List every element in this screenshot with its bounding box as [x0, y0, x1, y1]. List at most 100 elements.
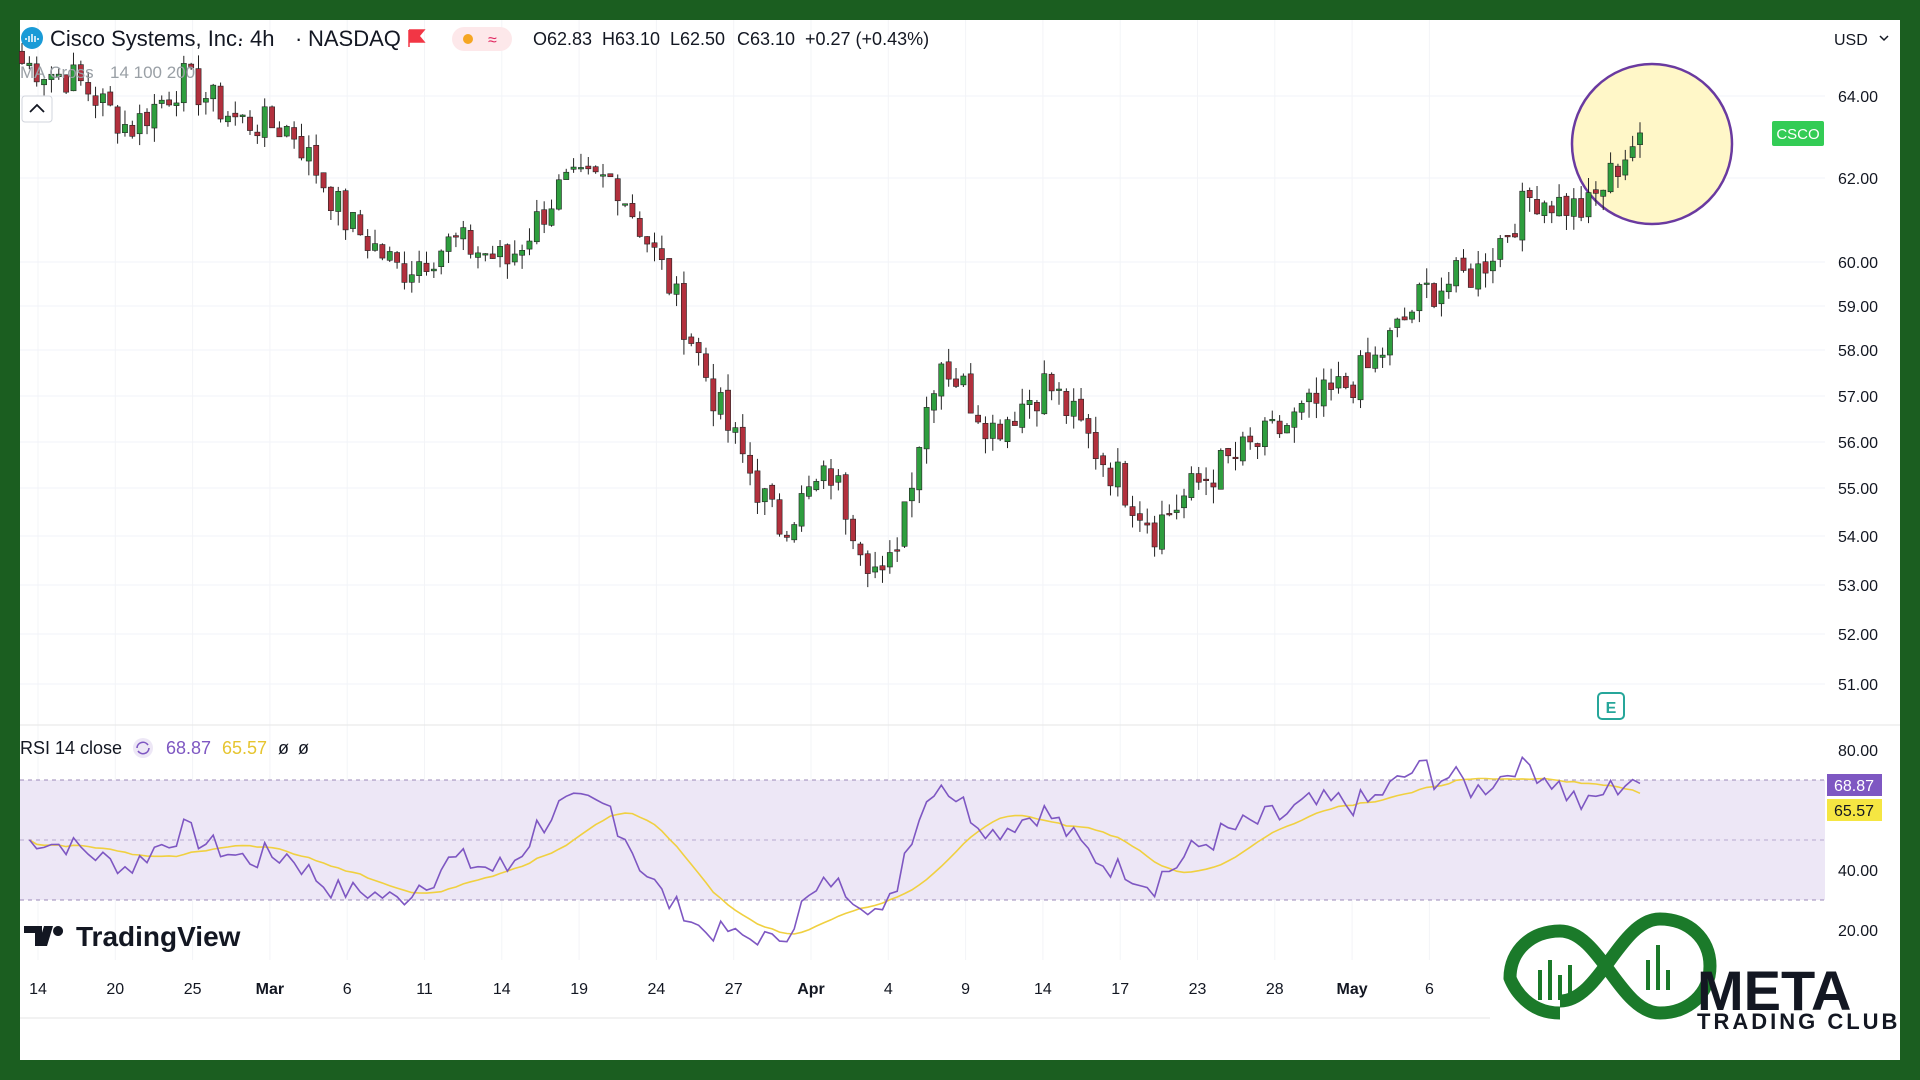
- candle-body: [173, 102, 180, 106]
- time-tick-label: 14: [493, 981, 511, 998]
- candle-body: [1482, 261, 1489, 274]
- price-tick-label: 51.00: [1838, 677, 1878, 694]
- candle-body: [283, 126, 290, 137]
- candle-body: [394, 252, 400, 263]
- ohlc-close: C63.10: [737, 29, 795, 49]
- price-tick-label: 56.00: [1838, 435, 1878, 452]
- price-tick-label: 54.00: [1838, 529, 1878, 546]
- candle-body: [1320, 379, 1327, 407]
- market-status-pill[interactable]: [452, 27, 512, 51]
- candle-body: [232, 112, 239, 118]
- candle-body: [342, 190, 349, 231]
- candle-body: [202, 98, 209, 103]
- candle-body: [1357, 355, 1364, 401]
- candle-body: [48, 73, 55, 80]
- candle-body: [945, 361, 952, 380]
- candle-body: [1232, 456, 1239, 460]
- candle-body: [100, 93, 106, 103]
- time-axis[interactable]: 14 20 25 Mar 6 11 14 19 24 27 Apr 4 9 14 17 23 28 May 6: [20, 981, 1490, 1019]
- candle-body: [1225, 448, 1232, 457]
- collapse-legend-button[interactable]: [21, 95, 53, 123]
- candle-body: [1247, 435, 1254, 443]
- price-tick-label: 58.00: [1838, 343, 1878, 360]
- candle-body: [1541, 202, 1548, 216]
- time-tick-label: 6: [1425, 981, 1434, 998]
- price-tick-label: 52.00: [1838, 627, 1878, 644]
- candle-body: [1019, 403, 1026, 428]
- candle-body: [864, 553, 871, 574]
- candle-body: [1306, 392, 1312, 403]
- candle-body: [511, 253, 518, 263]
- rsi-label[interactable]: RSI 14 close: [20, 738, 122, 758]
- candle-body: [335, 190, 342, 212]
- candle-body: [1217, 450, 1224, 490]
- refresh-arrows-icon: [136, 741, 150, 755]
- candle-body: [666, 258, 673, 294]
- interval-label: 4h: [250, 26, 274, 51]
- candle-body: [497, 246, 503, 258]
- candle-body: [1026, 400, 1033, 405]
- candle-body: [1203, 478, 1209, 481]
- time-tick-label: 6: [343, 981, 352, 998]
- candle-body: [776, 499, 783, 535]
- ohlc-change: +0.27 (+0.43%): [805, 29, 929, 49]
- tradingview-watermark: TradingView: [24, 921, 241, 952]
- candle-body: [1600, 189, 1607, 197]
- flag-icon[interactable]: [408, 29, 426, 47]
- candle-body: [401, 263, 408, 283]
- candle-body: [607, 173, 614, 178]
- candle-body: [1041, 373, 1048, 415]
- candle-body: [379, 244, 386, 259]
- candle-body: [63, 74, 70, 93]
- candle-body: [1556, 196, 1562, 217]
- rsi-ma-badge: [1827, 799, 1882, 821]
- candle-body: [1563, 195, 1570, 216]
- candle-body: [578, 167, 584, 170]
- candle-body: [1254, 443, 1261, 447]
- candle-body: [1335, 376, 1342, 389]
- time-tick-label: 14: [29, 981, 47, 998]
- candle-body: [217, 85, 224, 120]
- symbol-legend[interactable]: Cisco Systems, Inc. 4h NASDAQ · · ≈ O62.…: [21, 26, 929, 51]
- brand-subtitle: TRADING CLUB: [1697, 1009, 1900, 1034]
- candle-body: [1379, 354, 1386, 358]
- candle-body: [1262, 420, 1268, 447]
- candle-body: [408, 274, 415, 283]
- exchange-label: NASDAQ: [308, 26, 401, 51]
- candle-body: [158, 99, 165, 104]
- earnings-marker[interactable]: [1597, 692, 1625, 720]
- candle-body: [166, 99, 172, 106]
- candle-body: [41, 79, 47, 86]
- candle-body: [806, 486, 812, 497]
- candle-body: [798, 493, 805, 527]
- candle-body: [1585, 192, 1592, 218]
- candle-body: [1070, 400, 1077, 417]
- candle-body: [239, 114, 246, 117]
- candle-body: [835, 475, 842, 483]
- price-axis[interactable]: 64.00 62.00 60.00 59.00 58.00 57.00 56.00 55.00…: [1838, 89, 1878, 694]
- candle-body: [33, 63, 40, 83]
- candle-body: [828, 468, 834, 486]
- symbol-name: Cisco Systems, Inc.: [50, 26, 243, 51]
- rsi-badge-text: 68.87: [1834, 778, 1874, 795]
- candle-body: [923, 407, 930, 450]
- rsi-tick-label: 20.00: [1838, 923, 1878, 940]
- candle-body: [136, 113, 143, 135]
- candle-body: [188, 63, 195, 69]
- candle-body: [908, 487, 915, 502]
- candle-body: [1085, 418, 1092, 434]
- candle-body: [592, 166, 599, 173]
- rsi-axis[interactable]: 80.00 40.00 20.00: [1838, 743, 1878, 940]
- time-tick-label: 14: [1034, 981, 1052, 998]
- candle-body: [1570, 198, 1577, 217]
- time-tick-label: 9: [961, 981, 970, 998]
- rsi-tick-label: 40.00: [1838, 863, 1878, 880]
- candle-body: [1313, 392, 1320, 404]
- candle-body: [1188, 473, 1195, 498]
- candle-body: [886, 552, 893, 568]
- ma-cross-legend[interactable]: MA Cross: [20, 63, 94, 82]
- tradingview-logo-icon: [24, 926, 64, 946]
- rsi-refresh-icon[interactable]: [133, 738, 153, 758]
- candle-body: [1438, 290, 1445, 305]
